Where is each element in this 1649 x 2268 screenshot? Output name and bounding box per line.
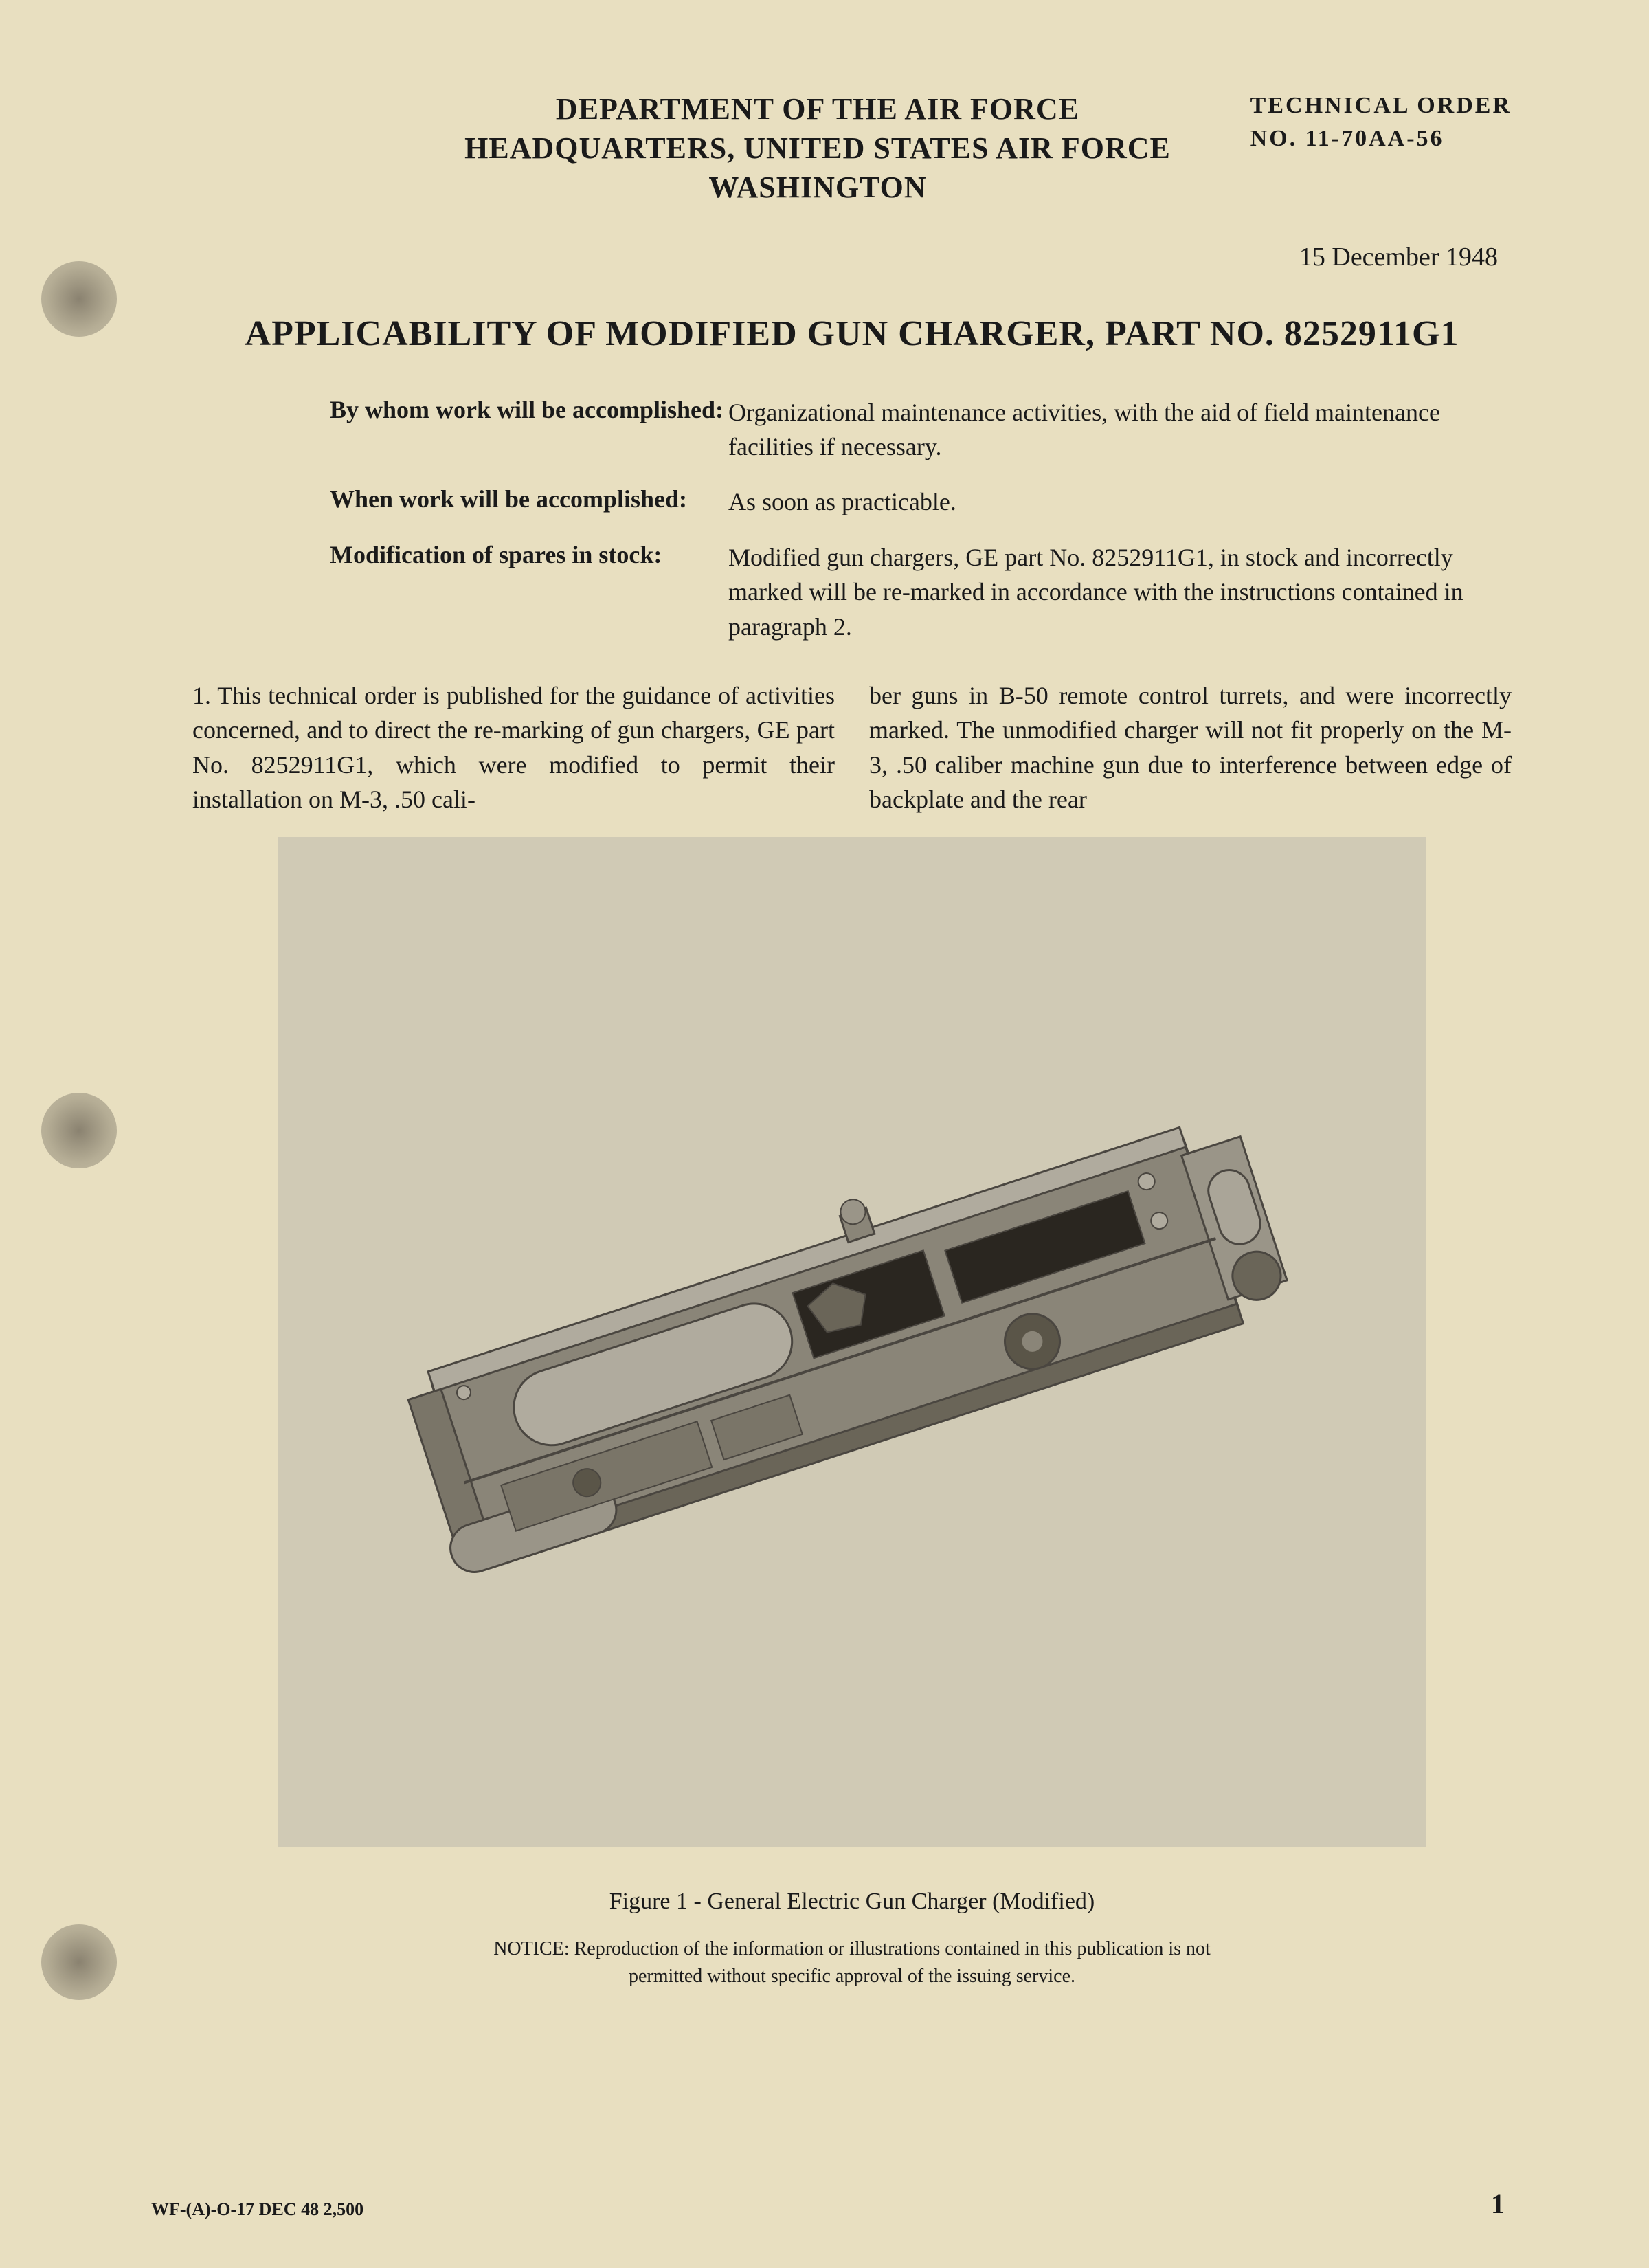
gun-charger-figure [278, 837, 1426, 1847]
info-row: Modification of spares in stock: Modifie… [330, 540, 1512, 644]
info-label-when: When work will be accomplished: [330, 485, 728, 513]
info-row: By whom work will be accomplished: Organ… [330, 395, 1512, 465]
body-text: 1. This technical order is published for… [192, 678, 1512, 817]
page-number: 1 [1491, 2188, 1505, 2220]
tech-order-number: NO. 11-70AA-56 [1250, 122, 1512, 155]
figure-container [278, 837, 1426, 1847]
tech-order-label: TECHNICAL ORDER [1250, 89, 1512, 122]
document-header: DEPARTMENT OF THE AIR FORCE HEADQUARTERS… [192, 89, 1512, 272]
header-line-3: WASHINGTON [192, 168, 1443, 207]
document-title: APPLICABILITY OF MODIFIED GUN CHARGER, P… [192, 313, 1512, 354]
gun-charger-icon [341, 1030, 1362, 1654]
hole-punch [41, 261, 117, 337]
info-label-spares: Modification of spares in stock: [330, 540, 728, 569]
info-table: By whom work will be accomplished: Organ… [330, 395, 1512, 644]
figure-caption: Figure 1 - General Electric Gun Charger … [192, 1889, 1512, 1915]
info-row: When work will be accomplished: As soon … [330, 485, 1512, 519]
document-date: 15 December 1948 [192, 242, 1512, 272]
info-label-who: By whom work will be accomplished: [330, 395, 728, 424]
hole-punch [41, 1924, 117, 2000]
info-value-when: As soon as practicable. [728, 485, 1512, 519]
info-value-spares: Modified gun chargers, GE part No. 82529… [728, 540, 1512, 644]
footer-print-info: WF-(A)-O-17 DEC 48 2,500 [151, 2199, 363, 2220]
body-column-1: 1. This technical order is published for… [192, 678, 835, 817]
body-column-2: ber guns in B-50 remote control turrets,… [869, 678, 1512, 817]
notice-text: NOTICE: Reproduction of the information … [192, 1935, 1512, 1989]
info-value-who: Organizational maintenance activities, w… [728, 395, 1512, 465]
hole-punch [41, 1093, 117, 1168]
tech-order-box: TECHNICAL ORDER NO. 11-70AA-56 [1250, 89, 1512, 155]
